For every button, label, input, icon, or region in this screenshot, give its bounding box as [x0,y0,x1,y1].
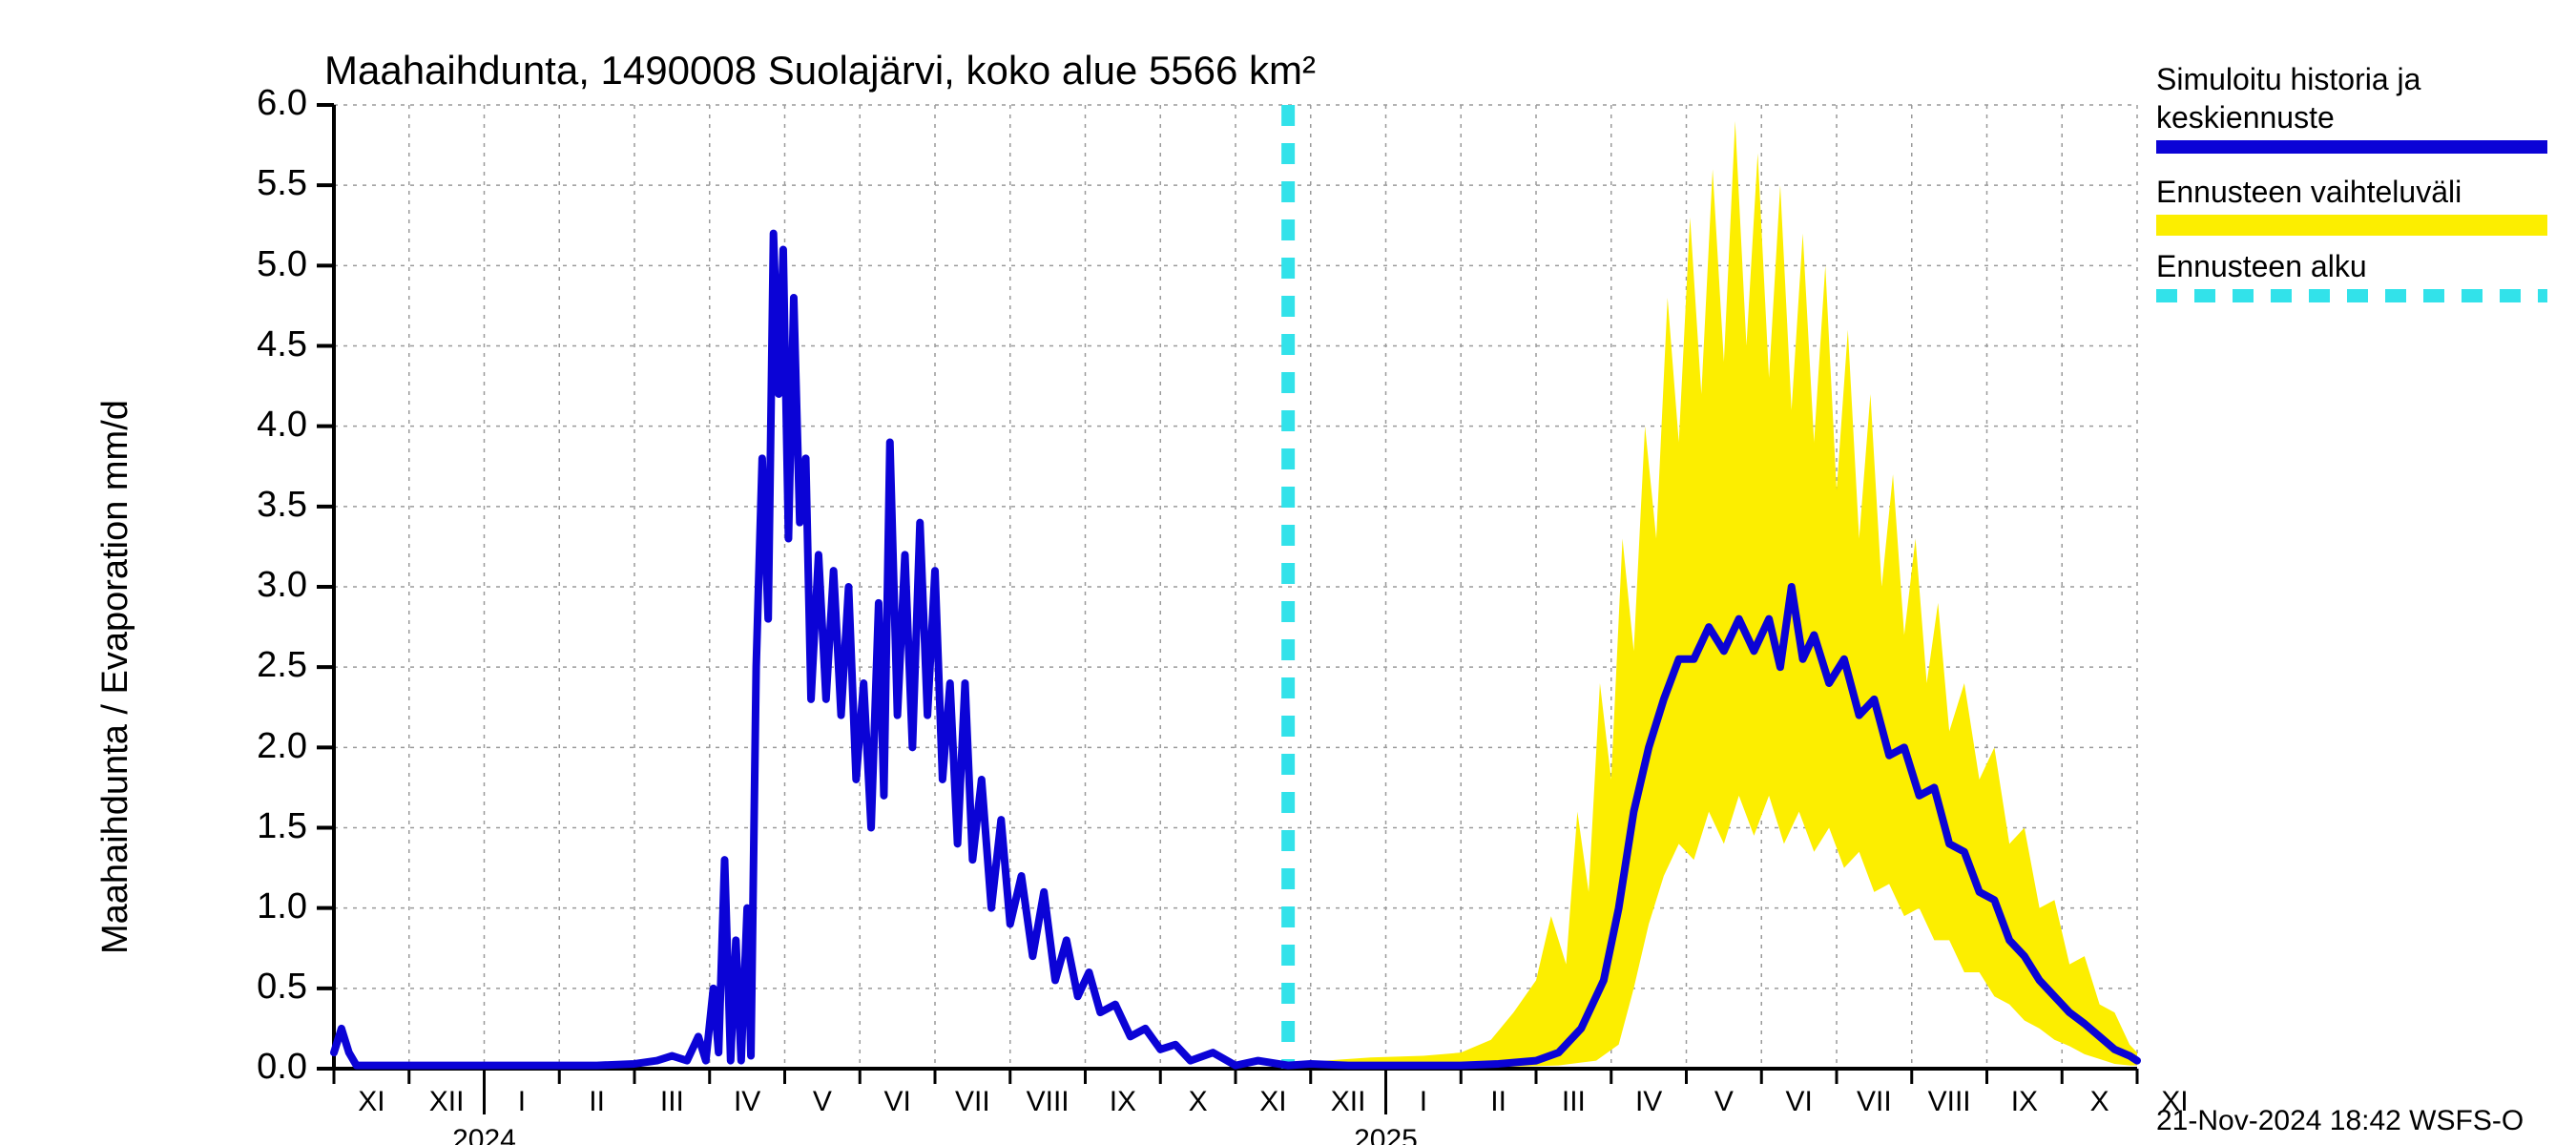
chart-footer: 21-Nov-2024 18:42 WSFS-O [2156,1105,2524,1137]
legend-swatch [2156,289,2547,302]
x-month-label: V [1695,1086,1753,1118]
x-month-label: XI [1244,1086,1301,1118]
x-month-label: XII [418,1086,475,1118]
y-tick: 0.0 [257,1047,307,1088]
x-month-label: II [569,1086,626,1118]
x-month-label: I [1395,1086,1452,1118]
plot-area [0,0,2576,1145]
x-month-label: VII [944,1086,1001,1118]
x-month-label: XII [1319,1086,1377,1118]
x-month-label: II [1470,1086,1527,1118]
x-month-label: XI [343,1086,400,1118]
x-month-label: I [493,1086,551,1118]
y-tick: 2.0 [257,726,307,767]
y-tick: 3.0 [257,565,307,606]
year-label: 2025 [1339,1124,1434,1145]
x-month-label: VI [1771,1086,1828,1118]
x-month-label: IV [718,1086,776,1118]
y-tick: 4.5 [257,324,307,365]
legend-item-label: Ennusteen alku [2156,249,2367,284]
y-tick: 6.0 [257,83,307,124]
y-tick: 1.0 [257,886,307,927]
x-month-label: IV [1620,1086,1677,1118]
x-month-label: V [794,1086,851,1118]
x-month-label: VII [1845,1086,1902,1118]
y-tick: 2.5 [257,645,307,686]
y-tick: 4.0 [257,405,307,446]
x-month-label: III [1545,1086,1602,1118]
x-month-label: X [2071,1086,2129,1118]
x-month-label: IX [1996,1086,2053,1118]
year-label: 2024 [437,1124,532,1145]
x-month-label: IX [1094,1086,1152,1118]
x-month-label: X [1170,1086,1227,1118]
legend-swatch [2156,140,2547,154]
legend-item-label: Simuloitu historia ja [2156,62,2420,97]
x-month-label: VI [869,1086,926,1118]
y-tick: 0.5 [257,967,307,1008]
x-month-label: VIII [1019,1086,1076,1118]
y-tick: 3.5 [257,485,307,526]
legend-item-label: Ennusteen vaihteluväli [2156,175,2462,210]
y-tick: 5.5 [257,163,307,204]
y-tick: 5.0 [257,244,307,285]
y-tick: 1.5 [257,806,307,847]
x-month-label: III [643,1086,700,1118]
legend-item-label: keskiennuste [2156,100,2335,135]
evaporation-chart: Maahaihdunta, 1490008 Suolajärvi, koko a… [0,0,2576,1145]
x-month-label: VIII [1921,1086,1978,1118]
legend-swatch [2156,215,2547,236]
